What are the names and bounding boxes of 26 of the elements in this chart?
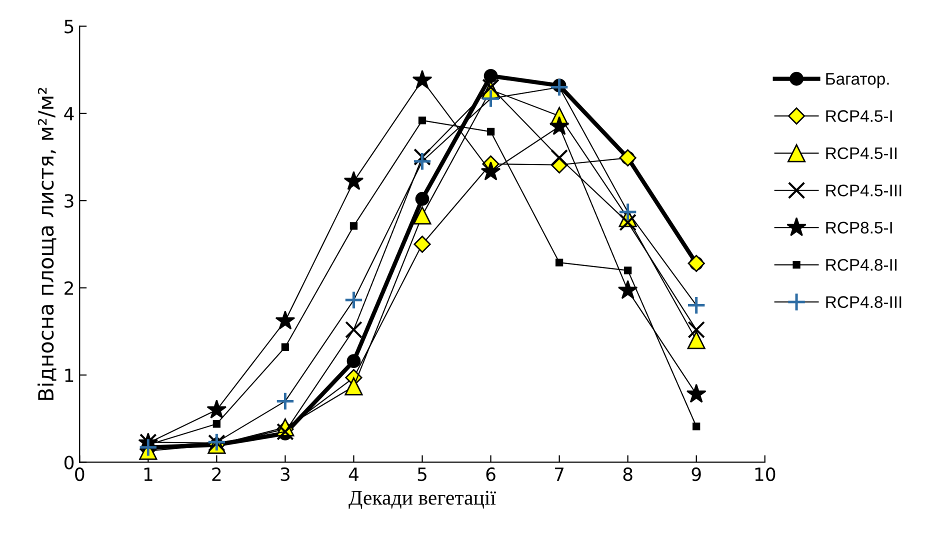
x-tick-label: 2 xyxy=(212,467,221,481)
legend-label: RCP4.5-III xyxy=(826,184,902,196)
legend-label: RCP4.5-II xyxy=(826,147,897,160)
y-axis-title: Відносна площа листя, м²/м² xyxy=(38,88,56,400)
y-tick-label: 3 xyxy=(64,194,74,208)
legend-label: RCP4.8-II xyxy=(826,258,897,271)
x-tick-label: 4 xyxy=(348,468,358,481)
x-tick-label: 1 xyxy=(144,468,152,481)
x-tick-label: 9 xyxy=(692,467,701,482)
x-tick-label: 8 xyxy=(623,467,632,482)
legend-label: RCP4.5-I xyxy=(826,110,892,122)
x-tick-label: 7 xyxy=(555,468,564,481)
x-tick-label: 6 xyxy=(486,467,496,482)
x-axis-title: Декади вегетації xyxy=(348,490,496,510)
x-tick-label: 3 xyxy=(280,467,290,482)
legend-label: RCP4.8-III xyxy=(826,296,902,308)
y-tick-label: 1 xyxy=(65,368,74,382)
x-tick-label: 0 xyxy=(75,467,84,482)
y-tick-label: 4 xyxy=(64,107,74,120)
legend-label: Багатор. xyxy=(826,73,889,88)
y-tick-label: 0 xyxy=(64,456,74,470)
x-tick-label: 5 xyxy=(418,468,426,482)
legend-label: RCP8.5-I xyxy=(826,222,892,234)
x-tick-label: 10 xyxy=(755,467,776,482)
y-tick-label: 5 xyxy=(64,20,74,34)
y-tick-label: 2 xyxy=(64,281,73,295)
